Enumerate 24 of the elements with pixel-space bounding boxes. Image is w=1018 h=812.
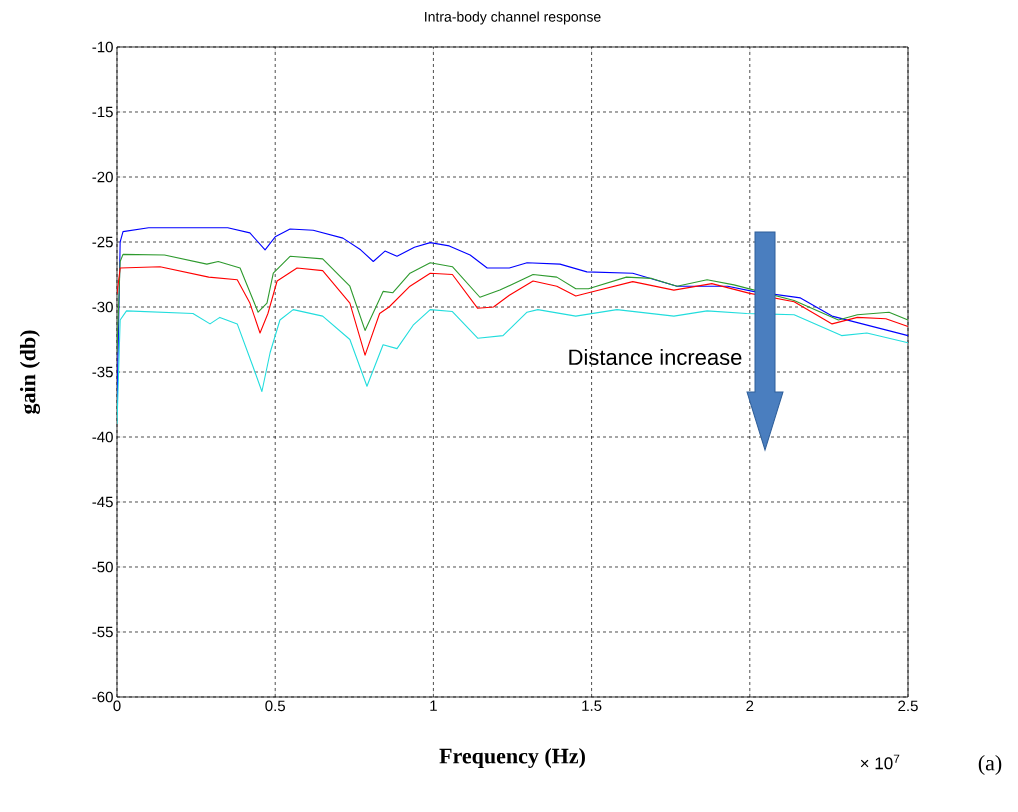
y-tick-label: -20 <box>92 171 113 183</box>
x-tick-label: 2.5 <box>898 700 918 712</box>
x-tick-label: 2 <box>746 700 754 712</box>
y-axis-title: gain (db) <box>19 330 41 414</box>
y-tick-label: -45 <box>92 496 113 508</box>
text: (a) <box>978 755 1002 775</box>
y-tick-label: -55 <box>92 626 113 638</box>
y-tick-label: -60 <box>92 691 113 703</box>
x-tick-label: 0 <box>113 700 121 712</box>
x-tick-label: 1.5 <box>582 700 602 711</box>
x-tick-label: 0.5 <box>265 700 285 712</box>
text: × 10$^{7}$ <box>860 754 900 770</box>
line-series <box>117 309 909 425</box>
y-tick-label: -40 <box>92 431 113 443</box>
y-tick-label: -10 <box>92 41 113 53</box>
y-tick-label: -50 <box>92 561 113 573</box>
y-tick-label: -25 <box>92 236 113 248</box>
annotation: Distance increase <box>569 348 742 366</box>
chart-title: Intra-body channel response <box>425 11 601 25</box>
x-axis-title: Frequency (Hz) <box>439 748 585 769</box>
y-tick-label: -35 <box>92 366 113 378</box>
y-tick-label: -30 <box>92 301 113 313</box>
x-tick-label: 1 <box>430 700 437 711</box>
y-tick-label: -15 <box>92 106 113 118</box>
